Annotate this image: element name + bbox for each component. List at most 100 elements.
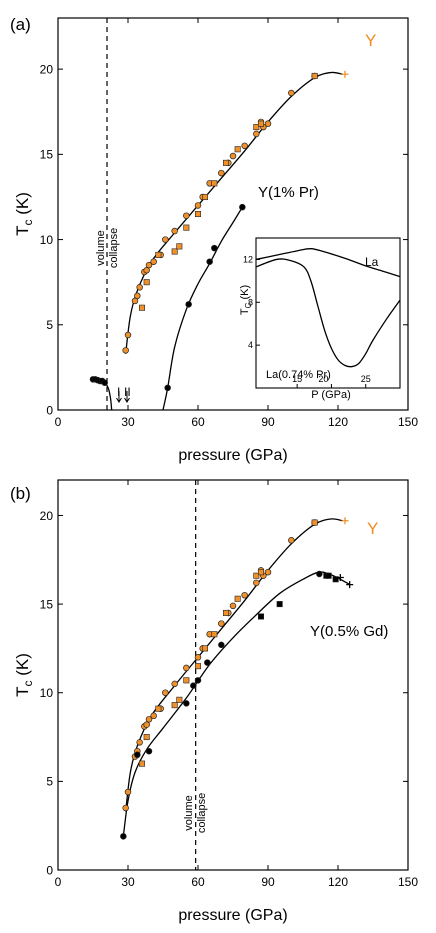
inset-y-tick-label: 8 <box>248 297 253 307</box>
panel-a-data-point <box>239 203 246 211</box>
panel-a-data-point <box>183 224 190 231</box>
panel-a-data-point <box>134 292 141 300</box>
panel-a-data-point <box>253 124 260 131</box>
panel-a-volume-text-1: volume <box>95 230 107 265</box>
panel-b-data-point <box>145 716 153 723</box>
panel-b-label-ygd: Y(0.5% Gd) <box>310 623 388 640</box>
panel-b-data-point <box>264 568 272 576</box>
inset-ylabel: TC (K) <box>239 285 253 315</box>
panel-b-data-point <box>341 517 349 525</box>
panel-b-ylabel-sub: c <box>21 681 35 687</box>
panel-b: (b) 0 30 60 90 120 150 0 5 10 15 20 pressure (GPa)… <box>10 479 418 924</box>
panel-a-series-y-1-pr- <box>89 203 246 392</box>
panel-b-data-point <box>162 689 169 696</box>
panel-a-x-tick-label: 60 <box>191 415 205 429</box>
panel-b-data-point <box>190 682 197 689</box>
inset-x-tick-label: 15 <box>292 374 302 384</box>
panel-b-data-point <box>336 574 344 581</box>
panel-a-data-point <box>195 211 202 218</box>
panel-a-data-point <box>341 70 349 78</box>
panel-a-y-tick-label: 5 <box>46 318 53 332</box>
panel-a-data-point <box>162 236 169 243</box>
panel-b-data-point <box>218 620 225 627</box>
panel-a-roman-1: I <box>117 385 120 399</box>
panel-a-ylabel-unit: (K) <box>13 192 32 219</box>
panel-b-data-point <box>183 664 190 672</box>
panel-b-series-y-squares <box>139 519 318 767</box>
panel-a-x-tick-label: 90 <box>261 415 275 429</box>
panel-a-data-point <box>101 379 108 386</box>
panel-a-y-tick-label: 15 <box>40 148 54 162</box>
panel-b-data-point <box>194 677 202 684</box>
panel-a-data-point <box>253 130 260 138</box>
panel-b-xlabel: pressure (GPa) <box>178 907 287 924</box>
panel-a-series-y-squares <box>139 72 318 311</box>
inset-x-tick-label: 20 <box>318 374 328 384</box>
panel-b-data-point <box>176 696 183 703</box>
panel-b-x-tick-label: 90 <box>261 875 275 889</box>
panel-b-label: (b) <box>10 484 31 503</box>
inset-y-tick-label: 12 <box>243 254 253 264</box>
inset-curve-la <box>255 248 401 278</box>
panel-a-y-tick-label: 20 <box>40 62 54 76</box>
inset-ylabel-sub: C <box>244 302 253 308</box>
panel-b-data-point <box>332 576 339 583</box>
panel-a-series-y <box>122 72 318 354</box>
panel-a-data-point <box>150 258 157 265</box>
panel-b-data-point <box>257 569 264 576</box>
panel-b-series-y-0-5-gd- <box>120 570 323 840</box>
panel-b-data-point <box>143 721 150 728</box>
panel-a-data-point <box>202 193 209 200</box>
panel-a-ylabel: Tc (K) <box>13 192 35 236</box>
panel-b-curve-y-fit <box>125 518 343 812</box>
panel-b-data-point <box>311 519 318 526</box>
panel-b-data-point <box>139 760 146 767</box>
panel-b-label-y: Y <box>367 519 378 538</box>
panel-a-data-point <box>171 227 178 235</box>
panel-a-y-tick-label: 0 <box>46 403 53 417</box>
inset: 15 20 25 4 8 12 P (GPa) TC (K) La La(0.74% Pr… <box>239 237 401 401</box>
panel-a-y-tick-label: 10 <box>40 233 54 247</box>
panel-a-data-point <box>185 301 192 308</box>
panel-a-x-tick-label: 120 <box>328 415 348 429</box>
panel-a-label-y: Y <box>365 31 376 50</box>
panel-a-ticks: 0 30 60 90 120 150 0 5 10 15 20 <box>40 18 418 429</box>
inset-label-lapr: La(0.74% Pr) <box>266 369 331 381</box>
panel-b-data-point <box>143 734 150 741</box>
panel-a-frame <box>57 17 409 411</box>
inset-ylabel-unit: (K) <box>239 285 251 303</box>
panel-b-y-tick-label: 0 <box>46 863 53 877</box>
panel-a-x-tick-label: 0 <box>55 415 62 429</box>
inset-marks <box>255 248 401 368</box>
panel-b-data-point <box>134 751 141 759</box>
panel-a-data-point <box>241 142 248 150</box>
inset-x-tick-label: 25 <box>361 374 371 384</box>
panel-a-label-ypr: Y(1% Pr) <box>258 184 319 201</box>
panel-a-data-point <box>139 304 146 311</box>
panel-a-x-tick-label: 150 <box>398 415 418 429</box>
panel-b-marks <box>120 480 354 870</box>
panel-b-curve-gd-fit <box>122 571 350 837</box>
panel-a-data-point <box>206 258 213 265</box>
panel-b-data-point <box>202 645 209 652</box>
panel-b-data-point <box>145 747 153 755</box>
panel-a-arrow-1 <box>116 391 122 403</box>
inset-xlabel: P (GPa) <box>311 389 351 401</box>
panel-a-marks <box>89 18 349 411</box>
panel-b-data-point <box>257 613 264 620</box>
panel-a-data-point <box>155 251 162 258</box>
panel-b-data-point <box>316 570 323 578</box>
panel-b-data-point <box>136 739 143 746</box>
panel-a-data-point <box>223 159 230 166</box>
panel-a-data-point <box>194 202 202 209</box>
panel-a-data-point <box>124 331 132 339</box>
panel-a-data-point <box>145 261 153 269</box>
panel-b-series-gd-squares <box>257 572 339 620</box>
panel-a-data-point <box>171 248 178 255</box>
panel-a-curve-pr-high-fit <box>162 206 243 411</box>
panel-b-data-point <box>150 712 157 720</box>
inset-label-la: La <box>365 255 379 269</box>
panel-b-data-point <box>346 581 354 589</box>
panel-b-series-gd-cross <box>336 574 354 589</box>
